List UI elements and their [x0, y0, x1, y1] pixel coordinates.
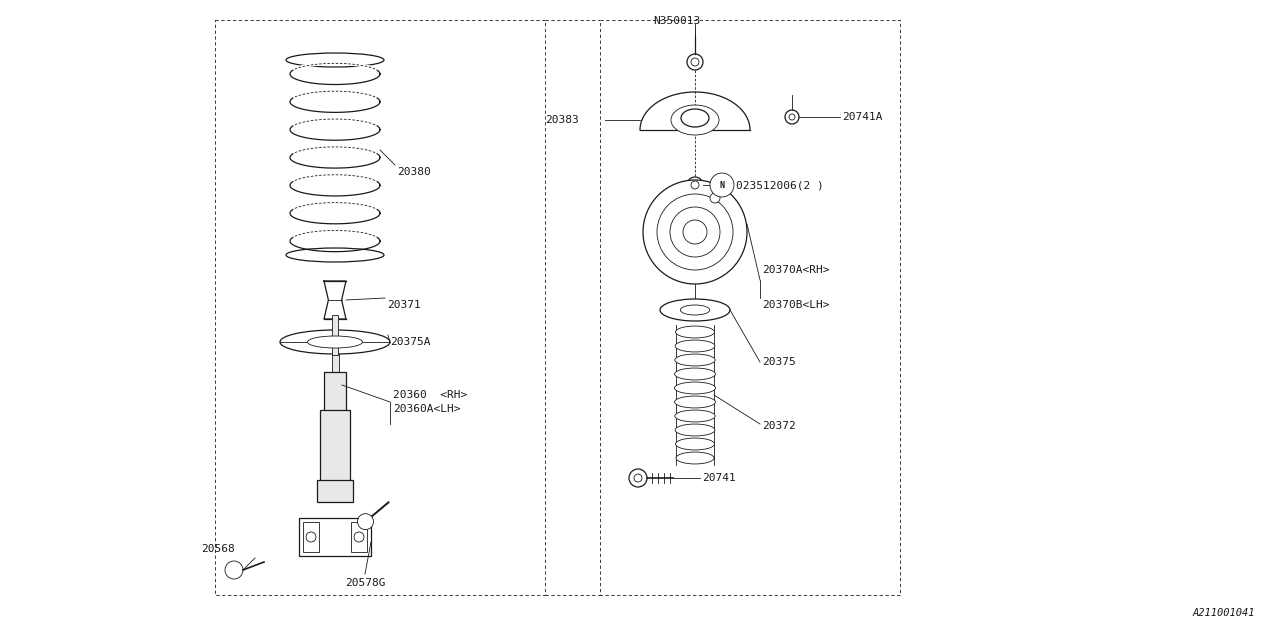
Text: 20371: 20371: [387, 300, 421, 310]
Ellipse shape: [671, 105, 719, 135]
Circle shape: [643, 180, 748, 284]
Circle shape: [710, 173, 733, 197]
Text: 20360  <RH>: 20360 <RH>: [393, 390, 467, 400]
Text: 20383: 20383: [545, 115, 579, 125]
Circle shape: [634, 474, 643, 482]
Bar: [324, 372, 346, 420]
Ellipse shape: [676, 326, 714, 338]
Circle shape: [306, 532, 316, 542]
Circle shape: [788, 114, 795, 120]
Text: N350013: N350013: [653, 16, 700, 26]
Text: 20375A: 20375A: [390, 337, 430, 347]
Circle shape: [355, 532, 364, 542]
Circle shape: [669, 207, 719, 257]
Ellipse shape: [660, 299, 730, 321]
Text: 20741A: 20741A: [842, 112, 882, 122]
Circle shape: [687, 54, 703, 70]
Ellipse shape: [675, 424, 716, 436]
Circle shape: [684, 220, 707, 244]
Bar: [320, 410, 349, 485]
Circle shape: [691, 58, 699, 66]
Circle shape: [687, 177, 703, 193]
Ellipse shape: [676, 438, 714, 450]
Bar: [332, 350, 338, 475]
Circle shape: [657, 194, 733, 270]
Bar: [332, 315, 338, 355]
Text: 20370B<LH>: 20370B<LH>: [762, 300, 829, 310]
Ellipse shape: [675, 382, 716, 394]
Ellipse shape: [675, 368, 716, 380]
Ellipse shape: [681, 109, 709, 127]
Ellipse shape: [285, 248, 384, 262]
Ellipse shape: [285, 53, 384, 67]
Text: 20360A<LH>: 20360A<LH>: [393, 404, 461, 414]
Text: 20741: 20741: [701, 473, 736, 483]
Text: 20375: 20375: [762, 357, 796, 367]
Bar: [303, 522, 319, 552]
Text: 20372: 20372: [762, 421, 796, 431]
Bar: [300, 518, 371, 556]
Ellipse shape: [675, 340, 716, 352]
Circle shape: [785, 110, 799, 124]
Ellipse shape: [680, 305, 709, 315]
Circle shape: [225, 561, 243, 579]
Text: 20578G: 20578G: [346, 578, 385, 588]
Circle shape: [691, 181, 699, 189]
Ellipse shape: [675, 396, 716, 408]
Text: 20568: 20568: [201, 544, 234, 554]
Ellipse shape: [280, 330, 390, 354]
Circle shape: [357, 514, 374, 530]
Circle shape: [710, 193, 719, 203]
Circle shape: [628, 469, 646, 487]
Ellipse shape: [675, 354, 716, 366]
Bar: [351, 522, 367, 552]
Ellipse shape: [307, 336, 362, 348]
Text: 023512006(2 ): 023512006(2 ): [736, 180, 824, 190]
Ellipse shape: [675, 410, 716, 422]
Text: 20370A<RH>: 20370A<RH>: [762, 265, 829, 275]
Text: 20380: 20380: [397, 167, 431, 177]
Ellipse shape: [676, 452, 714, 464]
Bar: [317, 480, 353, 502]
Text: N: N: [719, 180, 724, 189]
Text: A211001041: A211001041: [1193, 608, 1254, 618]
